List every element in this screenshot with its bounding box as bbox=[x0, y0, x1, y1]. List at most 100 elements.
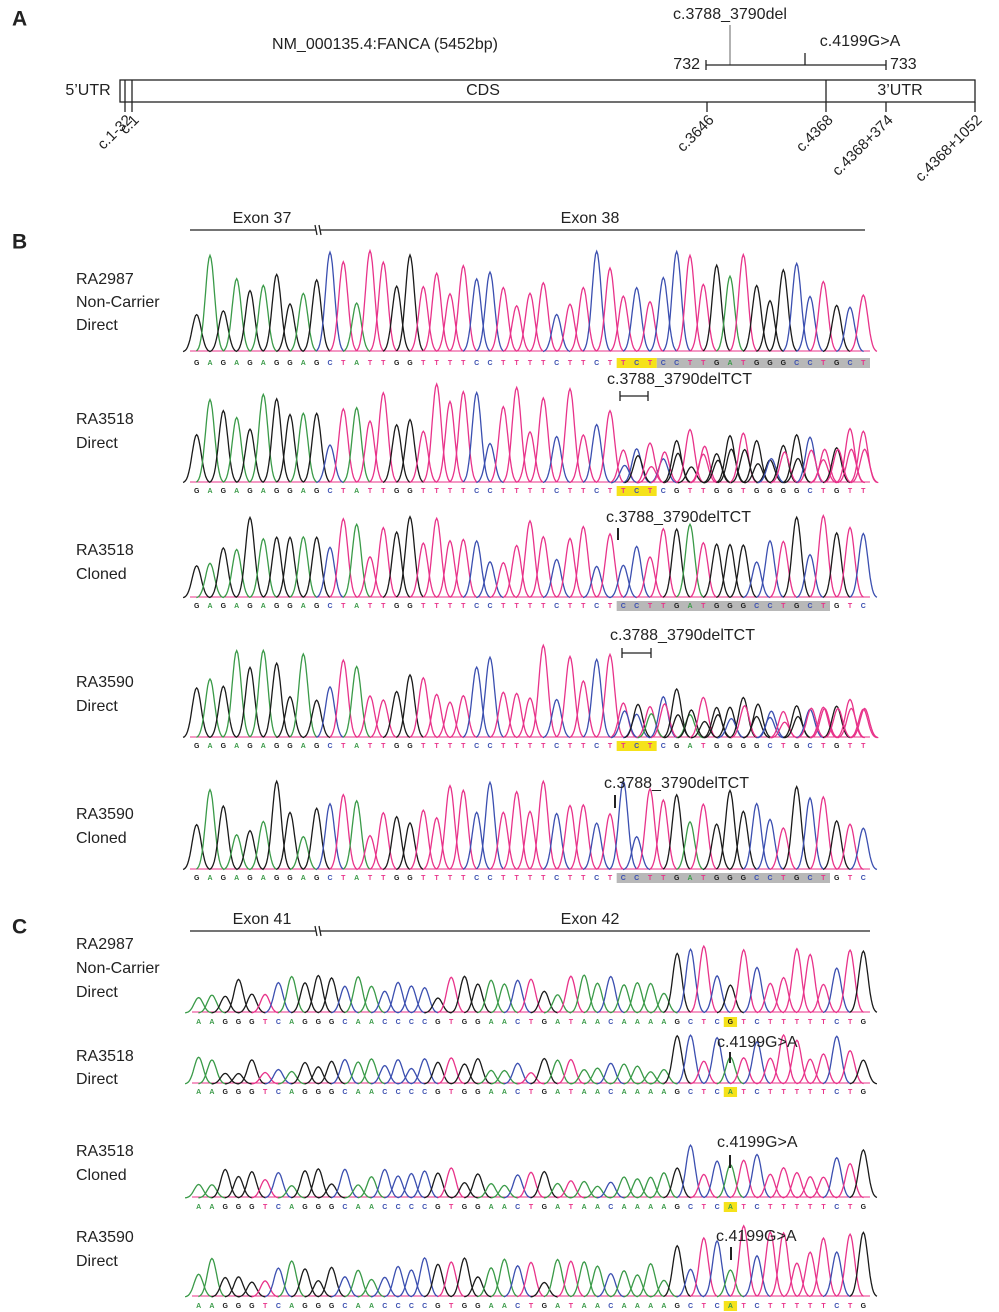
trace-peak bbox=[303, 537, 330, 597]
trace-peak bbox=[290, 654, 317, 737]
trace-peak bbox=[664, 1246, 691, 1297]
mutation-label: c.4199G>A bbox=[717, 1134, 798, 1151]
trace-peak bbox=[478, 1184, 505, 1198]
sample-label: Non-Carrier bbox=[76, 294, 160, 311]
trace-peak bbox=[185, 1274, 212, 1296]
trace-peak bbox=[476, 444, 503, 483]
trace-peak bbox=[196, 255, 223, 351]
trace-peak bbox=[810, 984, 837, 1012]
trace-peak bbox=[250, 394, 277, 482]
trace-peak bbox=[704, 1161, 731, 1198]
base-calls: GAGAGAGGAGCTATTGGTTTTCCTTTTCTTCTTCTCGATG… bbox=[194, 743, 866, 750]
trace-peak bbox=[704, 1241, 731, 1297]
trace-peak bbox=[476, 562, 503, 598]
trace-peak bbox=[276, 697, 303, 738]
exon-label: Exon 38 bbox=[561, 210, 620, 227]
trace-peak bbox=[583, 251, 610, 351]
trace-peak bbox=[330, 409, 357, 482]
trace-peak bbox=[530, 398, 557, 482]
sample-label: Direct bbox=[76, 1253, 118, 1270]
trace-peak bbox=[238, 1060, 265, 1084]
trace-peak bbox=[398, 1069, 425, 1084]
trace-peak bbox=[490, 563, 517, 598]
trace-peak bbox=[756, 541, 783, 598]
sample-label: RA3590 bbox=[76, 1229, 134, 1246]
figure: A NM_000135.4:FANCA (5452bp) c.3788_3790… bbox=[0, 0, 999, 1312]
trace-peak bbox=[476, 657, 503, 737]
trace-peak bbox=[543, 559, 570, 597]
sample-label: Direct bbox=[76, 317, 118, 334]
trace-peak bbox=[610, 565, 637, 597]
trace-peak bbox=[823, 968, 850, 1012]
trace-peak bbox=[212, 996, 239, 1013]
sample-label: RA2987 bbox=[76, 936, 134, 953]
base-calls: AAGGGTCAGGGCAACCCCGTGGAACTGATAACAAAAGCTC… bbox=[196, 1089, 867, 1096]
trace-peak bbox=[490, 692, 517, 737]
trace-peak bbox=[583, 566, 610, 597]
trace-peak bbox=[783, 787, 810, 870]
sample-label: Direct bbox=[76, 1071, 118, 1088]
trace-peak bbox=[664, 1036, 691, 1084]
trace-peak bbox=[464, 1174, 491, 1198]
trace-peak bbox=[451, 1258, 478, 1297]
trace-peak bbox=[411, 1171, 438, 1198]
trace-peak bbox=[343, 801, 370, 869]
panel-label: A bbox=[12, 8, 27, 31]
trace-peak bbox=[636, 443, 663, 483]
trace-peak bbox=[196, 400, 223, 483]
trace-peak bbox=[690, 1061, 717, 1084]
position-label: c.4368 bbox=[793, 112, 837, 156]
trace-peak bbox=[303, 413, 330, 482]
trace-peak bbox=[664, 1168, 691, 1198]
mutation-label: c.3788_3790delTCT bbox=[607, 371, 752, 388]
trace-peak bbox=[543, 700, 570, 738]
sample-label: RA2987 bbox=[76, 271, 134, 288]
trace-peak bbox=[198, 1185, 225, 1198]
trace-peak bbox=[677, 1269, 704, 1296]
trace-peak bbox=[623, 837, 650, 870]
trace-peak bbox=[650, 529, 677, 597]
trace-peak bbox=[278, 977, 305, 1013]
trace-peak bbox=[836, 528, 863, 598]
trace-peak bbox=[743, 1155, 770, 1198]
trace-peak bbox=[743, 562, 770, 598]
trace-peak bbox=[823, 305, 850, 351]
region-label: 3’UTR bbox=[877, 82, 922, 99]
sample-label: RA3590 bbox=[76, 674, 134, 691]
trace-peak bbox=[278, 1186, 305, 1198]
trace-peak bbox=[611, 1064, 638, 1084]
trace-peak bbox=[450, 392, 477, 482]
trace-peak bbox=[290, 537, 317, 597]
trace-peak bbox=[330, 519, 357, 597]
page: { "panel_a": { "label": "A", "transcript… bbox=[0, 0, 999, 1312]
trace-peak bbox=[464, 1277, 491, 1297]
transcript-title: NM_000135.4:FANCA (5452bp) bbox=[272, 36, 498, 53]
trace-peak bbox=[544, 1060, 571, 1084]
trace-peak bbox=[343, 524, 370, 597]
trace-peak bbox=[516, 432, 543, 483]
trace-peak bbox=[291, 1171, 318, 1198]
sample-label: RA3590 bbox=[76, 806, 134, 823]
trace-peak bbox=[557, 976, 584, 1012]
base-calls: AAGGGTCAGGGCAACCCCGTGGAACTGATAACAAAAGCTC… bbox=[196, 1204, 867, 1211]
trace-peak bbox=[850, 1060, 877, 1084]
trace-peak bbox=[290, 837, 317, 870]
trace-peak bbox=[850, 1232, 877, 1296]
trace-peak bbox=[517, 1262, 544, 1296]
trace-peak bbox=[836, 824, 863, 869]
amplicon-start: 732 bbox=[673, 56, 700, 73]
trace-peak bbox=[730, 1058, 757, 1084]
trace-peak bbox=[411, 1059, 438, 1084]
sample-label: Non-Carrier bbox=[76, 960, 160, 977]
trace-peak bbox=[305, 1169, 332, 1198]
trace-peak bbox=[704, 460, 731, 482]
trace-peak bbox=[624, 983, 651, 1013]
sample-label: RA3518 bbox=[76, 411, 134, 428]
variant-label: c.3788_3790del bbox=[673, 6, 787, 23]
trace-peak bbox=[823, 1158, 850, 1198]
sample-label: Cloned bbox=[76, 830, 127, 847]
trace-peak bbox=[650, 1280, 677, 1297]
trace-peak bbox=[356, 251, 383, 351]
trace-peak bbox=[438, 977, 465, 1012]
